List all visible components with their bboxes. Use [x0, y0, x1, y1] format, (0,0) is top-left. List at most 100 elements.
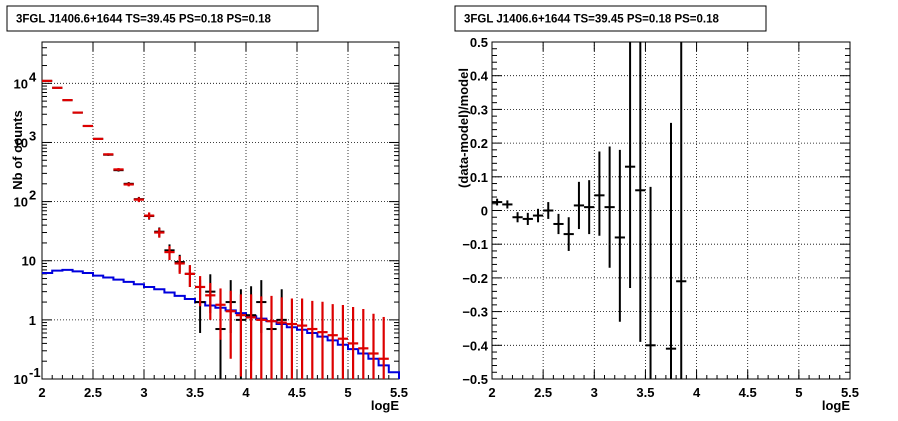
counts-x-tick-label: 2	[38, 385, 45, 400]
residual-y-axis-label: (data-model)/model	[456, 68, 471, 188]
model-point	[62, 99, 73, 102]
counts-title-box	[6, 5, 319, 32]
model-step-line	[42, 268, 400, 379]
residual-x-tick-label: 4	[693, 385, 701, 400]
residual-y-tick-label: 0.2	[470, 136, 488, 151]
residual-ticks: 2 2.5 3 3.5 4 4.5 5 5.5 −0.5 −0.4 −0.3 −0.2 −0.1 0 0.1…	[462, 35, 859, 400]
residual-point	[522, 212, 533, 225]
model-point	[174, 256, 185, 274]
residual-y-tick-label: −0.4	[462, 338, 488, 353]
model-point	[82, 124, 93, 128]
model-point	[307, 300, 318, 379]
residual-point	[532, 208, 544, 223]
residual-x-tick-label: 5	[795, 385, 802, 400]
residual-point	[512, 212, 523, 223]
residual-x-tick-label: 2.5	[534, 385, 552, 400]
residual-y-tick-label: 0.3	[470, 102, 488, 117]
model-point	[337, 305, 348, 379]
model-point	[123, 182, 134, 187]
counts-y-tick-label: 10	[22, 254, 36, 269]
counts-data	[42, 79, 400, 379]
model-point	[113, 168, 124, 171]
residual-y-tick-label: −0.5	[462, 372, 488, 387]
counts-y-tick-exponent: 2	[29, 188, 36, 203]
residual-y-tick-label: −0.3	[462, 305, 488, 320]
model-point	[286, 298, 297, 379]
counts-x-axis-label: logE	[371, 398, 399, 413]
counts-y-tick-exponent: -1	[29, 365, 41, 380]
model-point	[93, 137, 104, 140]
model-point	[297, 298, 308, 379]
residual-title: 3FGL J1406.6+1644 TS=39.45 PS=0.18 PS=0.…	[464, 14, 720, 26]
model-point	[368, 313, 379, 379]
counts-x-tick-label: 4	[242, 385, 250, 400]
residual-point	[584, 180, 595, 235]
residual-y-tick-label: −0.2	[462, 271, 488, 286]
counts-title: 3FGL J1406.6+1644 TS=39.45 PS=0.18 PS=0.…	[16, 14, 272, 26]
counts-y-tick-label: 10	[14, 195, 28, 210]
counts-y-tick-label: 10	[14, 372, 28, 387]
model-point	[317, 301, 328, 379]
residual-panel: 2 2.5 3 3.5 4 4.5 5 5.5 −0.5 −0.4 −0.3 −0.2 −0.1 0 0.1…	[454, 5, 859, 413]
residual-x-axis-label: logE	[822, 398, 850, 413]
residual-point	[645, 186, 656, 379]
model-point	[246, 294, 257, 379]
counts-x-tick-label: 2.5	[84, 385, 102, 400]
model-point	[256, 296, 267, 379]
residual-y-tick-label: 0	[481, 204, 488, 219]
model-point	[154, 228, 165, 238]
residual-y-tick-label: 0.1	[470, 170, 488, 185]
model-point	[164, 246, 175, 260]
model-point	[235, 294, 246, 377]
residual-point	[635, 42, 646, 342]
model-point	[327, 304, 338, 379]
counts-x-tick-label: 5.5	[390, 385, 408, 400]
counts-x-tick-label: 4.5	[288, 385, 306, 400]
residual-x-tick-label: 4.5	[739, 385, 757, 400]
residual-point	[665, 122, 677, 379]
residual-point	[624, 42, 636, 289]
residual-point	[553, 213, 564, 235]
model-point	[205, 283, 216, 320]
residual-x-tick-label: 3.5	[636, 385, 654, 400]
model-point	[184, 265, 195, 287]
residual-title-box	[454, 5, 767, 32]
residual-point	[492, 198, 503, 206]
model-point	[348, 307, 359, 379]
counts-y-tick-exponent: 3	[29, 128, 36, 143]
model-point	[358, 308, 369, 379]
counts-grid	[42, 42, 399, 379]
model-point	[133, 197, 144, 203]
counts-y-tick-label: 10	[14, 135, 28, 150]
residual-point	[676, 42, 687, 379]
residual-point	[604, 146, 615, 268]
counts-y-tick-label: 1	[29, 313, 36, 328]
model-point	[72, 111, 83, 114]
residual-data	[492, 42, 687, 379]
residual-y-tick-label: 0.4	[470, 69, 489, 84]
model-point	[103, 153, 114, 156]
residual-point	[594, 151, 605, 236]
counts-x-tick-label: 3.5	[186, 385, 204, 400]
residual-point	[502, 200, 513, 209]
model-point	[144, 212, 155, 220]
residual-point	[573, 181, 585, 230]
model-point	[195, 276, 206, 307]
residual-y-tick-label: 0.5	[470, 35, 488, 50]
residual-point	[614, 149, 625, 322]
counts-y-tick-label: 10	[14, 76, 28, 91]
model-point	[225, 290, 236, 359]
counts-x-tick-label: 5	[344, 385, 351, 400]
residual-y-tick-label: −0.1	[462, 237, 488, 252]
residual-x-tick-label: 5.5	[841, 385, 859, 400]
residual-x-tick-label: 3	[591, 385, 598, 400]
model-point	[215, 288, 226, 340]
model-point	[52, 86, 63, 89]
counts-y-axis-label: Nb of counts	[10, 110, 25, 189]
residual-x-tick-label: 2	[488, 385, 495, 400]
residual-point	[563, 217, 574, 251]
residual-point	[543, 202, 554, 219]
